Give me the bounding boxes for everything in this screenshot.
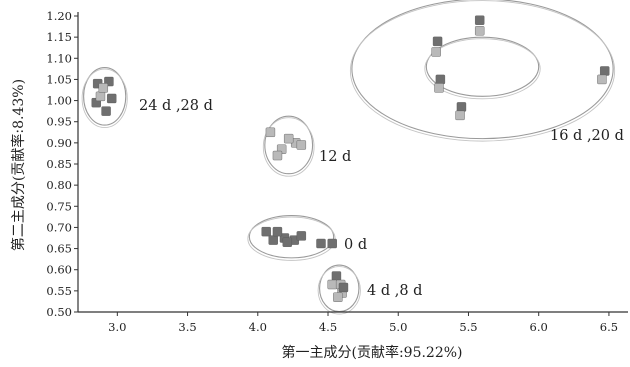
data-point	[434, 83, 443, 92]
data-point	[600, 66, 609, 75]
x-tick-label: 6.5	[600, 320, 618, 334]
cluster-label: 0 d	[344, 237, 367, 253]
data-point	[262, 227, 271, 236]
data-point	[433, 37, 442, 46]
x-tick-label: 4.5	[319, 320, 337, 334]
data-point	[266, 128, 275, 137]
y-tick-label: 0.65	[46, 242, 72, 256]
x-tick-label: 4.0	[249, 320, 267, 334]
data-point	[475, 26, 484, 35]
data-point	[273, 227, 282, 236]
data-point	[436, 75, 445, 84]
data-point	[297, 231, 306, 240]
data-point	[96, 92, 105, 101]
data-point	[328, 280, 337, 289]
data-point	[432, 47, 441, 56]
x-axis-ticks: 3.0 3.5 4.0 4.5 5.0 5.5 6.0 6.5	[108, 312, 618, 334]
y-axis-ticks: 0.50 0.55 0.60 0.65 0.70 0.75 0.80 0.85 0.90 0.95…	[46, 9, 78, 319]
x-tick-label: 3.5	[178, 320, 196, 334]
data-point	[332, 272, 341, 281]
data-point	[283, 238, 292, 247]
data-point	[339, 283, 348, 292]
y-tick-label: 0.60	[46, 263, 72, 277]
y-tick-label: 1.05	[46, 72, 72, 86]
y-tick-label: 1.10	[46, 51, 72, 65]
y-tick-label: 1.15	[46, 30, 72, 44]
y-tick-label: 0.50	[46, 305, 72, 319]
data-point	[269, 236, 278, 245]
y-tick-label: 0.75	[46, 199, 72, 213]
cluster-label: 16 d ,20 d	[550, 128, 624, 144]
cluster-ellipse-shadow	[263, 118, 314, 177]
y-tick-label: 1.00	[46, 94, 72, 108]
cluster-label: 24 d ,28 d	[139, 98, 213, 114]
y-tick-label: 0.70	[46, 220, 72, 234]
data-point	[333, 293, 342, 302]
data-point	[297, 140, 306, 149]
data-point	[328, 239, 337, 248]
data-point	[273, 151, 282, 160]
x-tick-label: 5.5	[459, 320, 477, 334]
y-tick-label: 1.20	[46, 9, 72, 23]
cluster-label: 4 d ,8 d	[367, 283, 422, 299]
y-tick-label: 0.95	[46, 115, 72, 129]
data-point	[316, 239, 325, 248]
data-point	[475, 16, 484, 25]
x-tick-label: 6.0	[530, 320, 548, 334]
y-tick-label: 0.80	[46, 178, 72, 192]
x-tick-label: 5.0	[389, 320, 407, 334]
data-point	[597, 75, 606, 84]
cluster-label: 12 d	[319, 149, 351, 165]
data-point	[284, 134, 293, 143]
x-tick-label: 3.0	[108, 320, 126, 334]
y-tick-label: 0.55	[46, 284, 72, 298]
x-axis-title: 第一主成分(贡献率:95.22%)	[281, 344, 462, 361]
data-point	[99, 83, 108, 92]
y-axis-title: 第二主成分(贡献率:8.43%)	[10, 79, 27, 251]
data-point	[102, 107, 111, 116]
data-point	[456, 111, 465, 120]
y-tick-label: 0.85	[46, 157, 72, 171]
data-point	[457, 102, 466, 111]
data-point	[107, 94, 116, 103]
cluster-labels: 24 d ,28 d 12 d 0 d 4 d ,8 d 16 d ,20 d	[139, 98, 624, 299]
y-tick-label: 0.90	[46, 136, 72, 150]
